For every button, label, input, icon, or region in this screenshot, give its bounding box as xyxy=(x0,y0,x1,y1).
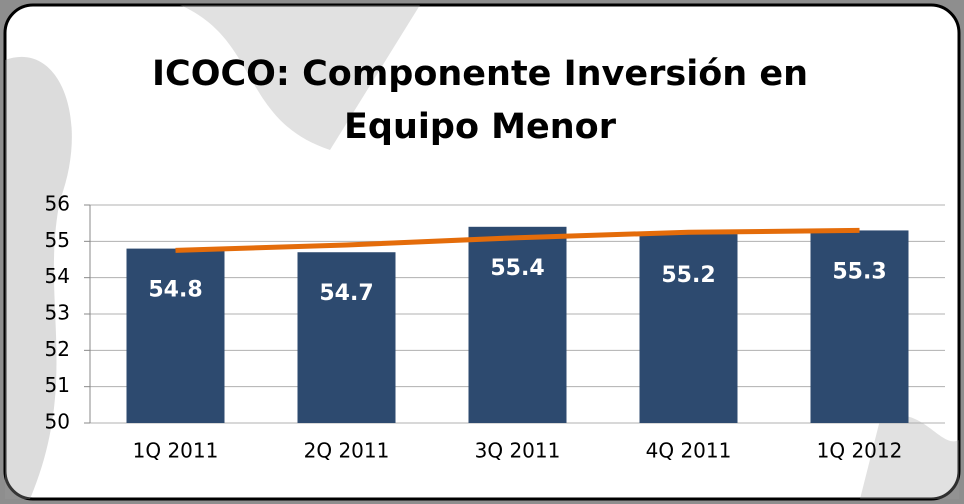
y-tick-label: 51 xyxy=(45,373,70,397)
y-tick-label: 56 xyxy=(45,192,70,216)
y-tick-label: 53 xyxy=(45,301,70,325)
y-tick-label: 55 xyxy=(45,228,70,252)
data-label: 54.7 xyxy=(319,281,373,306)
x-tick-label: 1Q 2012 xyxy=(817,439,903,463)
data-label: 55.2 xyxy=(661,263,715,288)
y-tick-label: 54 xyxy=(45,264,70,288)
data-label: 55.4 xyxy=(490,256,544,281)
chart: ICOCO: Componente Inversión enEquipo Men… xyxy=(0,0,964,504)
data-label: 54.8 xyxy=(148,278,202,303)
data-label: 55.3 xyxy=(832,259,886,284)
x-tick-label: 2Q 2011 xyxy=(304,439,390,463)
bar xyxy=(127,249,225,423)
x-tick-label: 3Q 2011 xyxy=(475,439,561,463)
x-tick-label: 1Q 2011 xyxy=(133,439,219,463)
bar xyxy=(298,252,396,423)
x-tick-label: 4Q 2011 xyxy=(646,439,732,463)
y-tick-label: 52 xyxy=(45,337,70,361)
page: {"chart_data": {"type": "bar", "title": … xyxy=(0,0,964,504)
y-tick-label: 50 xyxy=(45,410,70,434)
